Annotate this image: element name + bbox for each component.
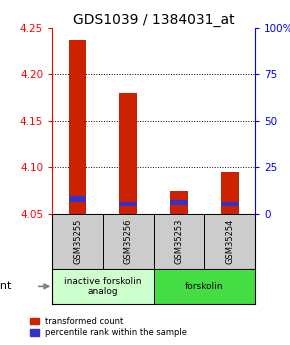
Bar (154, 269, 255, 304)
Bar (119, 93, 137, 214)
Bar (69, 196, 86, 202)
Text: inactive forskolin
analog: inactive forskolin analog (64, 277, 142, 296)
Bar (103, 214, 154, 269)
Text: GSM35255: GSM35255 (73, 219, 82, 264)
Bar (221, 202, 239, 206)
Bar (221, 172, 239, 214)
Bar (170, 191, 188, 214)
Text: GSM35254: GSM35254 (225, 219, 234, 264)
Bar (119, 202, 137, 206)
Bar (154, 214, 204, 269)
Text: GSM35256: GSM35256 (124, 219, 133, 264)
Bar (52, 269, 154, 304)
Bar (204, 214, 255, 269)
Text: forskolin: forskolin (185, 282, 224, 291)
Text: GSM35253: GSM35253 (175, 219, 184, 264)
Bar (170, 200, 188, 205)
Bar (69, 40, 86, 214)
Text: agent: agent (0, 282, 12, 291)
Bar (52, 214, 103, 269)
Legend: transformed count, percentile rank within the sample: transformed count, percentile rank withi… (30, 317, 187, 337)
Title: GDS1039 / 1384031_at: GDS1039 / 1384031_at (73, 12, 235, 27)
